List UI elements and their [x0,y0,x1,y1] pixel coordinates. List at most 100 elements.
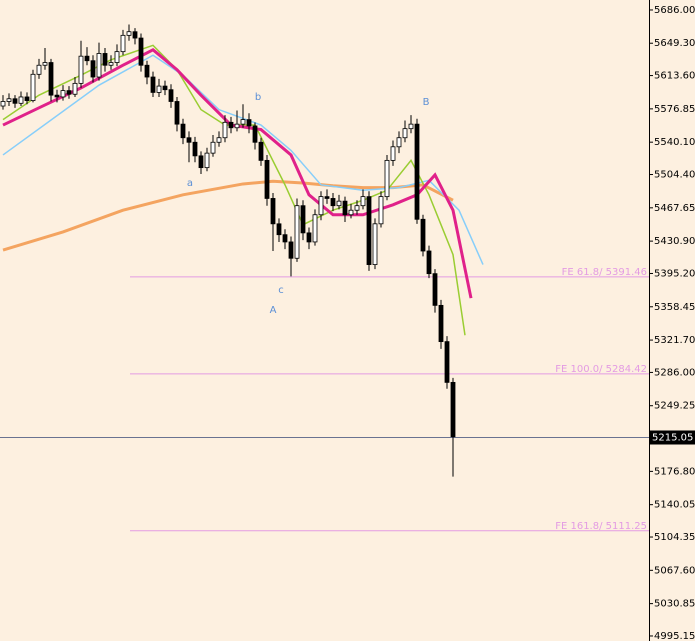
y-tick-label: 5504.40 [654,170,695,181]
y-tick-label: 5176.80 [654,466,695,477]
candle-body [144,64,150,78]
candle-body [168,89,174,102]
candle-body [114,51,120,63]
candle-body [72,82,78,95]
candle-body [384,159,390,198]
candle-body [270,198,276,225]
fibo-label: FE 61.8/ 5391.46 [562,267,647,278]
y-tick-label: 5286.00 [654,367,695,378]
candle-body [276,223,282,236]
candle-body [414,123,420,220]
candle-body [48,62,54,96]
candle-body [246,119,252,127]
y-tick-label: 4995.15 [654,631,695,641]
candle-body [186,137,192,143]
candle-body [156,85,162,93]
candle-body [432,273,438,306]
candle-body [294,205,300,259]
candle-body [78,55,84,84]
candle-body [180,123,186,139]
candle-body [66,90,72,95]
y-tick-label: 5686.00 [654,5,695,16]
candle-body [6,98,12,102]
y-tick-label: 5067.60 [654,565,695,576]
candle-body [216,137,222,143]
wave-label: B [423,97,430,108]
candle-body [18,96,24,104]
candle-body [264,159,270,199]
wave-label: c [278,285,284,296]
candle-body [192,141,198,157]
candle-body [138,37,144,66]
candle-body [12,98,18,104]
candle-body [222,121,228,139]
y-tick-label: 5249.25 [654,401,695,412]
candle-body [282,234,288,243]
candle-body [60,90,66,98]
candle-body [390,146,396,161]
y-tick-label: 5030.85 [654,599,695,610]
y-tick-label: 5649.30 [654,38,695,49]
candle-body [312,214,318,243]
candle-body [306,232,312,243]
candle-body [84,55,90,62]
candle-body [96,53,102,78]
candle-body [360,196,366,207]
candle-body [204,152,210,169]
y-tick-label: 5576.85 [654,104,695,115]
candle-body [318,196,324,216]
candle-body [126,31,132,36]
current-price-label: 5215.05 [652,433,693,444]
candle-body [402,128,408,139]
candle-body [228,121,234,129]
candle-body [438,304,444,343]
candle-body [198,155,204,169]
candle-body [54,94,60,98]
candle-body [132,31,138,39]
wave-label: a [187,178,193,189]
y-tick-label: 5613.60 [654,71,695,82]
candle-body [120,34,126,53]
candle-body [336,200,342,207]
candle-body [90,60,96,78]
candle-body [42,62,48,66]
candle-body [348,209,354,216]
candle-body [342,200,348,216]
wave-label: A [270,305,277,316]
candle-body [240,119,246,125]
candle-body [396,137,402,148]
candle-body [174,101,180,125]
y-tick-label: 5140.05 [654,500,695,511]
candle-body [30,73,36,101]
y-tick-label: 5430.90 [654,236,695,247]
candle-body [0,101,6,107]
candle-body [210,141,216,154]
candle-body [234,123,240,129]
candle-body [444,341,450,383]
candle-body [300,205,306,234]
candle-body [324,196,330,199]
candle-body [354,205,360,211]
candle-body [162,85,168,91]
candle-body [102,53,108,66]
y-tick-label: 5395.20 [654,268,695,279]
y-tick-label: 5104.35 [654,532,695,543]
candle-body [450,381,456,438]
fibo-label: FE 100.0/ 5284.42 [555,364,647,375]
candle-body [258,141,264,161]
candle-body [36,64,42,75]
candle-body [24,96,30,101]
fibo-label: FE 161.8/ 5111.25 [555,521,647,532]
moving-average [2,48,473,299]
candle-body [252,125,258,143]
wave-label: b [255,92,261,103]
y-tick-label: 5467.65 [654,203,695,214]
current-price-box [650,430,695,445]
y-tick-label: 5540.10 [654,137,695,148]
candle-body [426,250,432,275]
candle-body [366,196,372,265]
candle-body [288,241,294,259]
